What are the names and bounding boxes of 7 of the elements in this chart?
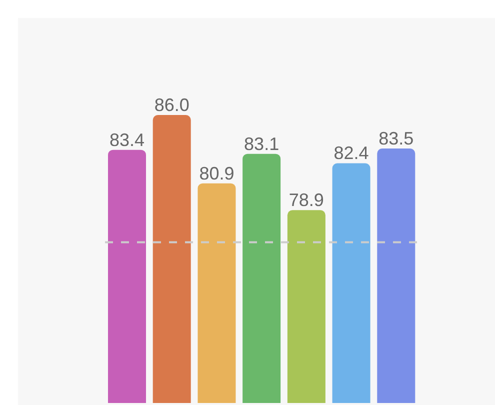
- data-label: 83.5: [378, 128, 414, 148]
- data-label: 80.9: [199, 163, 234, 184]
- data-label: 78.9: [288, 190, 324, 210]
- data-label: 86.0: [154, 95, 190, 115]
- data-label: 83.4: [109, 130, 145, 150]
- data-label: 82.4: [334, 143, 369, 164]
- data-label: 83.1: [244, 134, 280, 154]
